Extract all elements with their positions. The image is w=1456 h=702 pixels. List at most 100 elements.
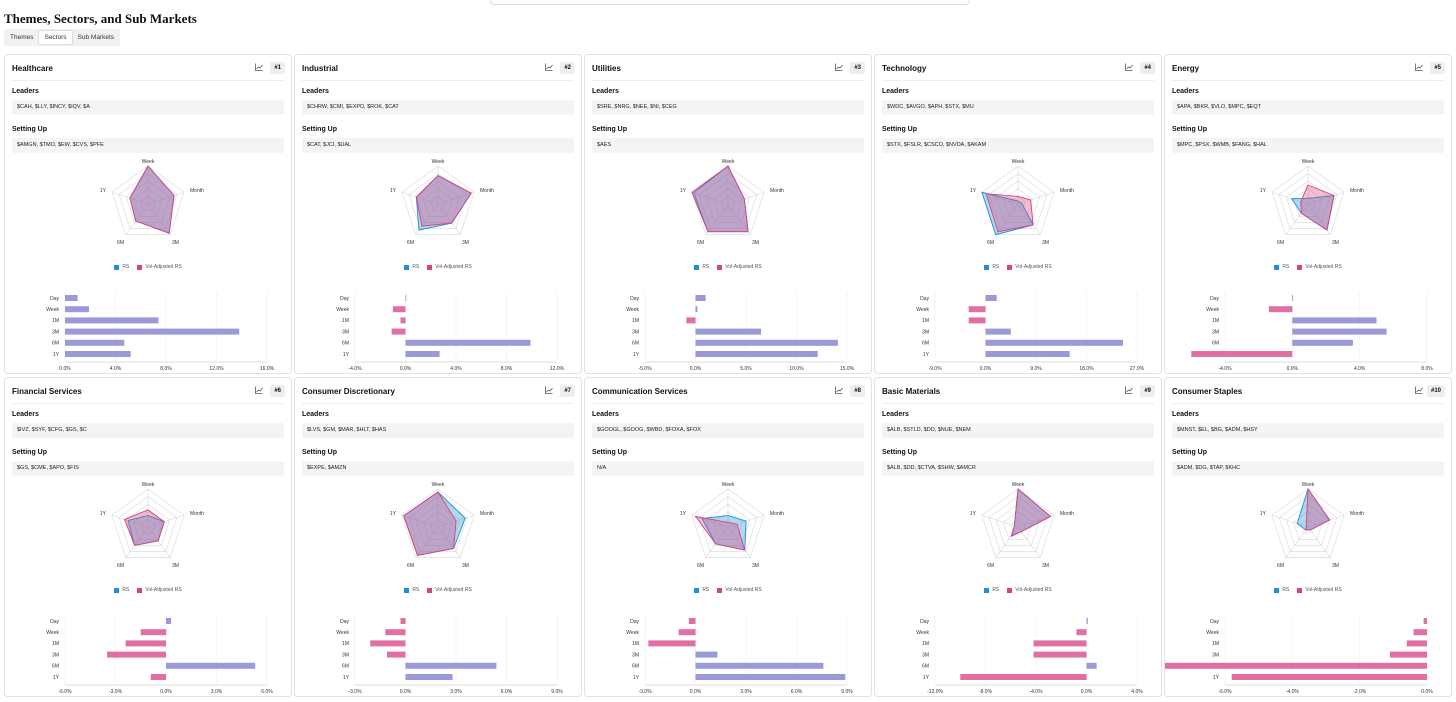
- legend-item-vol-adjusted-rs[interactable]: Vol-Adjusted RS: [1007, 587, 1052, 593]
- return-bar[interactable]: [985, 339, 1124, 346]
- return-bar[interactable]: [695, 295, 706, 301]
- line-chart-icon[interactable]: [253, 386, 265, 398]
- radar-spoke: [1285, 203, 1309, 235]
- return-bar[interactable]: [140, 629, 167, 636]
- return-bar[interactable]: [1033, 651, 1087, 658]
- legend-swatch: [984, 587, 990, 593]
- tab-sub-markets[interactable]: Sub Markets: [77, 34, 115, 41]
- return-bar[interactable]: [400, 317, 406, 324]
- return-bar[interactable]: [1033, 640, 1087, 647]
- return-bar[interactable]: [695, 651, 718, 658]
- return-bar[interactable]: [695, 328, 762, 335]
- return-bar[interactable]: [166, 618, 172, 624]
- return-bar[interactable]: [370, 640, 406, 647]
- legend-item-rs[interactable]: RS: [404, 587, 419, 593]
- tab-sectors[interactable]: Sectors: [38, 30, 73, 45]
- return-bar[interactable]: [405, 339, 531, 346]
- return-bar[interactable]: [695, 339, 838, 346]
- line-chart-icon[interactable]: [1413, 386, 1425, 398]
- legend-item-rs[interactable]: RS: [1274, 587, 1289, 593]
- return-bar[interactable]: [1292, 339, 1353, 346]
- setting-up-tickers: $AES: [592, 138, 864, 153]
- return-bar[interactable]: [1292, 317, 1377, 324]
- legend-item-rs[interactable]: RS: [404, 264, 419, 270]
- return-bar[interactable]: [166, 662, 256, 669]
- return-bar[interactable]: [1292, 295, 1294, 301]
- return-bar[interactable]: [1076, 629, 1087, 636]
- return-bar[interactable]: [65, 328, 240, 335]
- line-chart-icon[interactable]: [1123, 63, 1135, 75]
- legend-item-rs[interactable]: RS: [114, 587, 129, 593]
- return-bar[interactable]: [125, 640, 166, 647]
- return-bar[interactable]: [960, 674, 1087, 680]
- line-chart-icon[interactable]: [1413, 63, 1425, 75]
- return-bar[interactable]: [678, 629, 696, 636]
- return-bar[interactable]: [1086, 618, 1088, 624]
- return-bar[interactable]: [1086, 662, 1097, 669]
- return-bar[interactable]: [65, 317, 159, 324]
- return-bar[interactable]: [968, 306, 986, 313]
- return-bar[interactable]: [400, 618, 406, 624]
- return-bar[interactable]: [686, 317, 696, 324]
- line-chart-icon[interactable]: [253, 63, 265, 75]
- legend-item-vol-adjusted-rs[interactable]: Vol-Adjusted RS: [717, 587, 762, 593]
- legend-item-vol-adjusted-rs[interactable]: Vol-Adjusted RS: [1297, 587, 1342, 593]
- return-bar[interactable]: [1191, 351, 1293, 357]
- return-bar[interactable]: [695, 674, 846, 680]
- return-bar[interactable]: [968, 317, 986, 324]
- legend-item-rs[interactable]: RS: [114, 264, 129, 270]
- return-bar[interactable]: [1231, 674, 1427, 680]
- return-bar[interactable]: [688, 618, 696, 624]
- return-bar[interactable]: [985, 328, 1011, 335]
- return-bar[interactable]: [405, 295, 407, 301]
- return-bar[interactable]: [150, 674, 166, 680]
- return-bar[interactable]: [1390, 651, 1427, 658]
- return-bar[interactable]: [65, 339, 125, 346]
- return-bar[interactable]: [695, 306, 698, 313]
- legend-item-rs[interactable]: RS: [1274, 264, 1289, 270]
- return-bar[interactable]: [405, 662, 497, 669]
- return-bar[interactable]: [1413, 629, 1428, 636]
- return-bar[interactable]: [985, 295, 997, 301]
- legend-item-vol-adjusted-rs[interactable]: Vol-Adjusted RS: [137, 587, 182, 593]
- radar-gridline: [1278, 496, 1338, 552]
- legend-item-vol-adjusted-rs[interactable]: Vol-Adjusted RS: [427, 587, 472, 593]
- radar-spoke: [1307, 526, 1331, 558]
- return-bar[interactable]: [385, 629, 406, 636]
- return-bar[interactable]: [1423, 618, 1427, 624]
- legend-item-vol-adjusted-rs[interactable]: Vol-Adjusted RS: [717, 264, 762, 270]
- legend-item-vol-adjusted-rs[interactable]: Vol-Adjusted RS: [137, 264, 182, 270]
- legend-item-rs[interactable]: RS: [694, 264, 709, 270]
- legend-item-vol-adjusted-rs[interactable]: Vol-Adjusted RS: [1007, 264, 1052, 270]
- return-bar[interactable]: [387, 651, 406, 658]
- return-bar[interactable]: [391, 328, 406, 335]
- return-bar[interactable]: [65, 306, 89, 313]
- line-chart-icon[interactable]: [833, 63, 845, 75]
- divider: [1172, 403, 1444, 404]
- line-chart-icon[interactable]: [543, 386, 555, 398]
- return-bar[interactable]: [695, 351, 818, 357]
- legend-item-rs[interactable]: RS: [694, 587, 709, 593]
- search-bar[interactable]: [490, 0, 970, 5]
- return-bar[interactable]: [1165, 662, 1427, 669]
- return-bar[interactable]: [392, 306, 406, 313]
- return-bar[interactable]: [1292, 328, 1387, 335]
- legend-item-vol-adjusted-rs[interactable]: Vol-Adjusted RS: [427, 264, 472, 270]
- line-chart-icon[interactable]: [1123, 386, 1135, 398]
- return-bar[interactable]: [107, 651, 166, 658]
- return-bar[interactable]: [65, 351, 131, 357]
- legend-item-vol-adjusted-rs[interactable]: Vol-Adjusted RS: [1297, 264, 1342, 270]
- tab-themes[interactable]: Themes: [10, 34, 34, 41]
- return-bar[interactable]: [1268, 306, 1293, 313]
- legend-item-rs[interactable]: RS: [984, 264, 999, 270]
- return-bar[interactable]: [985, 351, 1070, 357]
- return-bar[interactable]: [405, 674, 453, 680]
- return-bar[interactable]: [1406, 640, 1427, 647]
- return-bar[interactable]: [695, 662, 824, 669]
- line-chart-icon[interactable]: [543, 63, 555, 75]
- return-bar[interactable]: [405, 351, 440, 357]
- return-bar[interactable]: [648, 640, 696, 647]
- line-chart-icon[interactable]: [833, 386, 845, 398]
- return-bar[interactable]: [65, 295, 78, 301]
- legend-item-rs[interactable]: RS: [984, 587, 999, 593]
